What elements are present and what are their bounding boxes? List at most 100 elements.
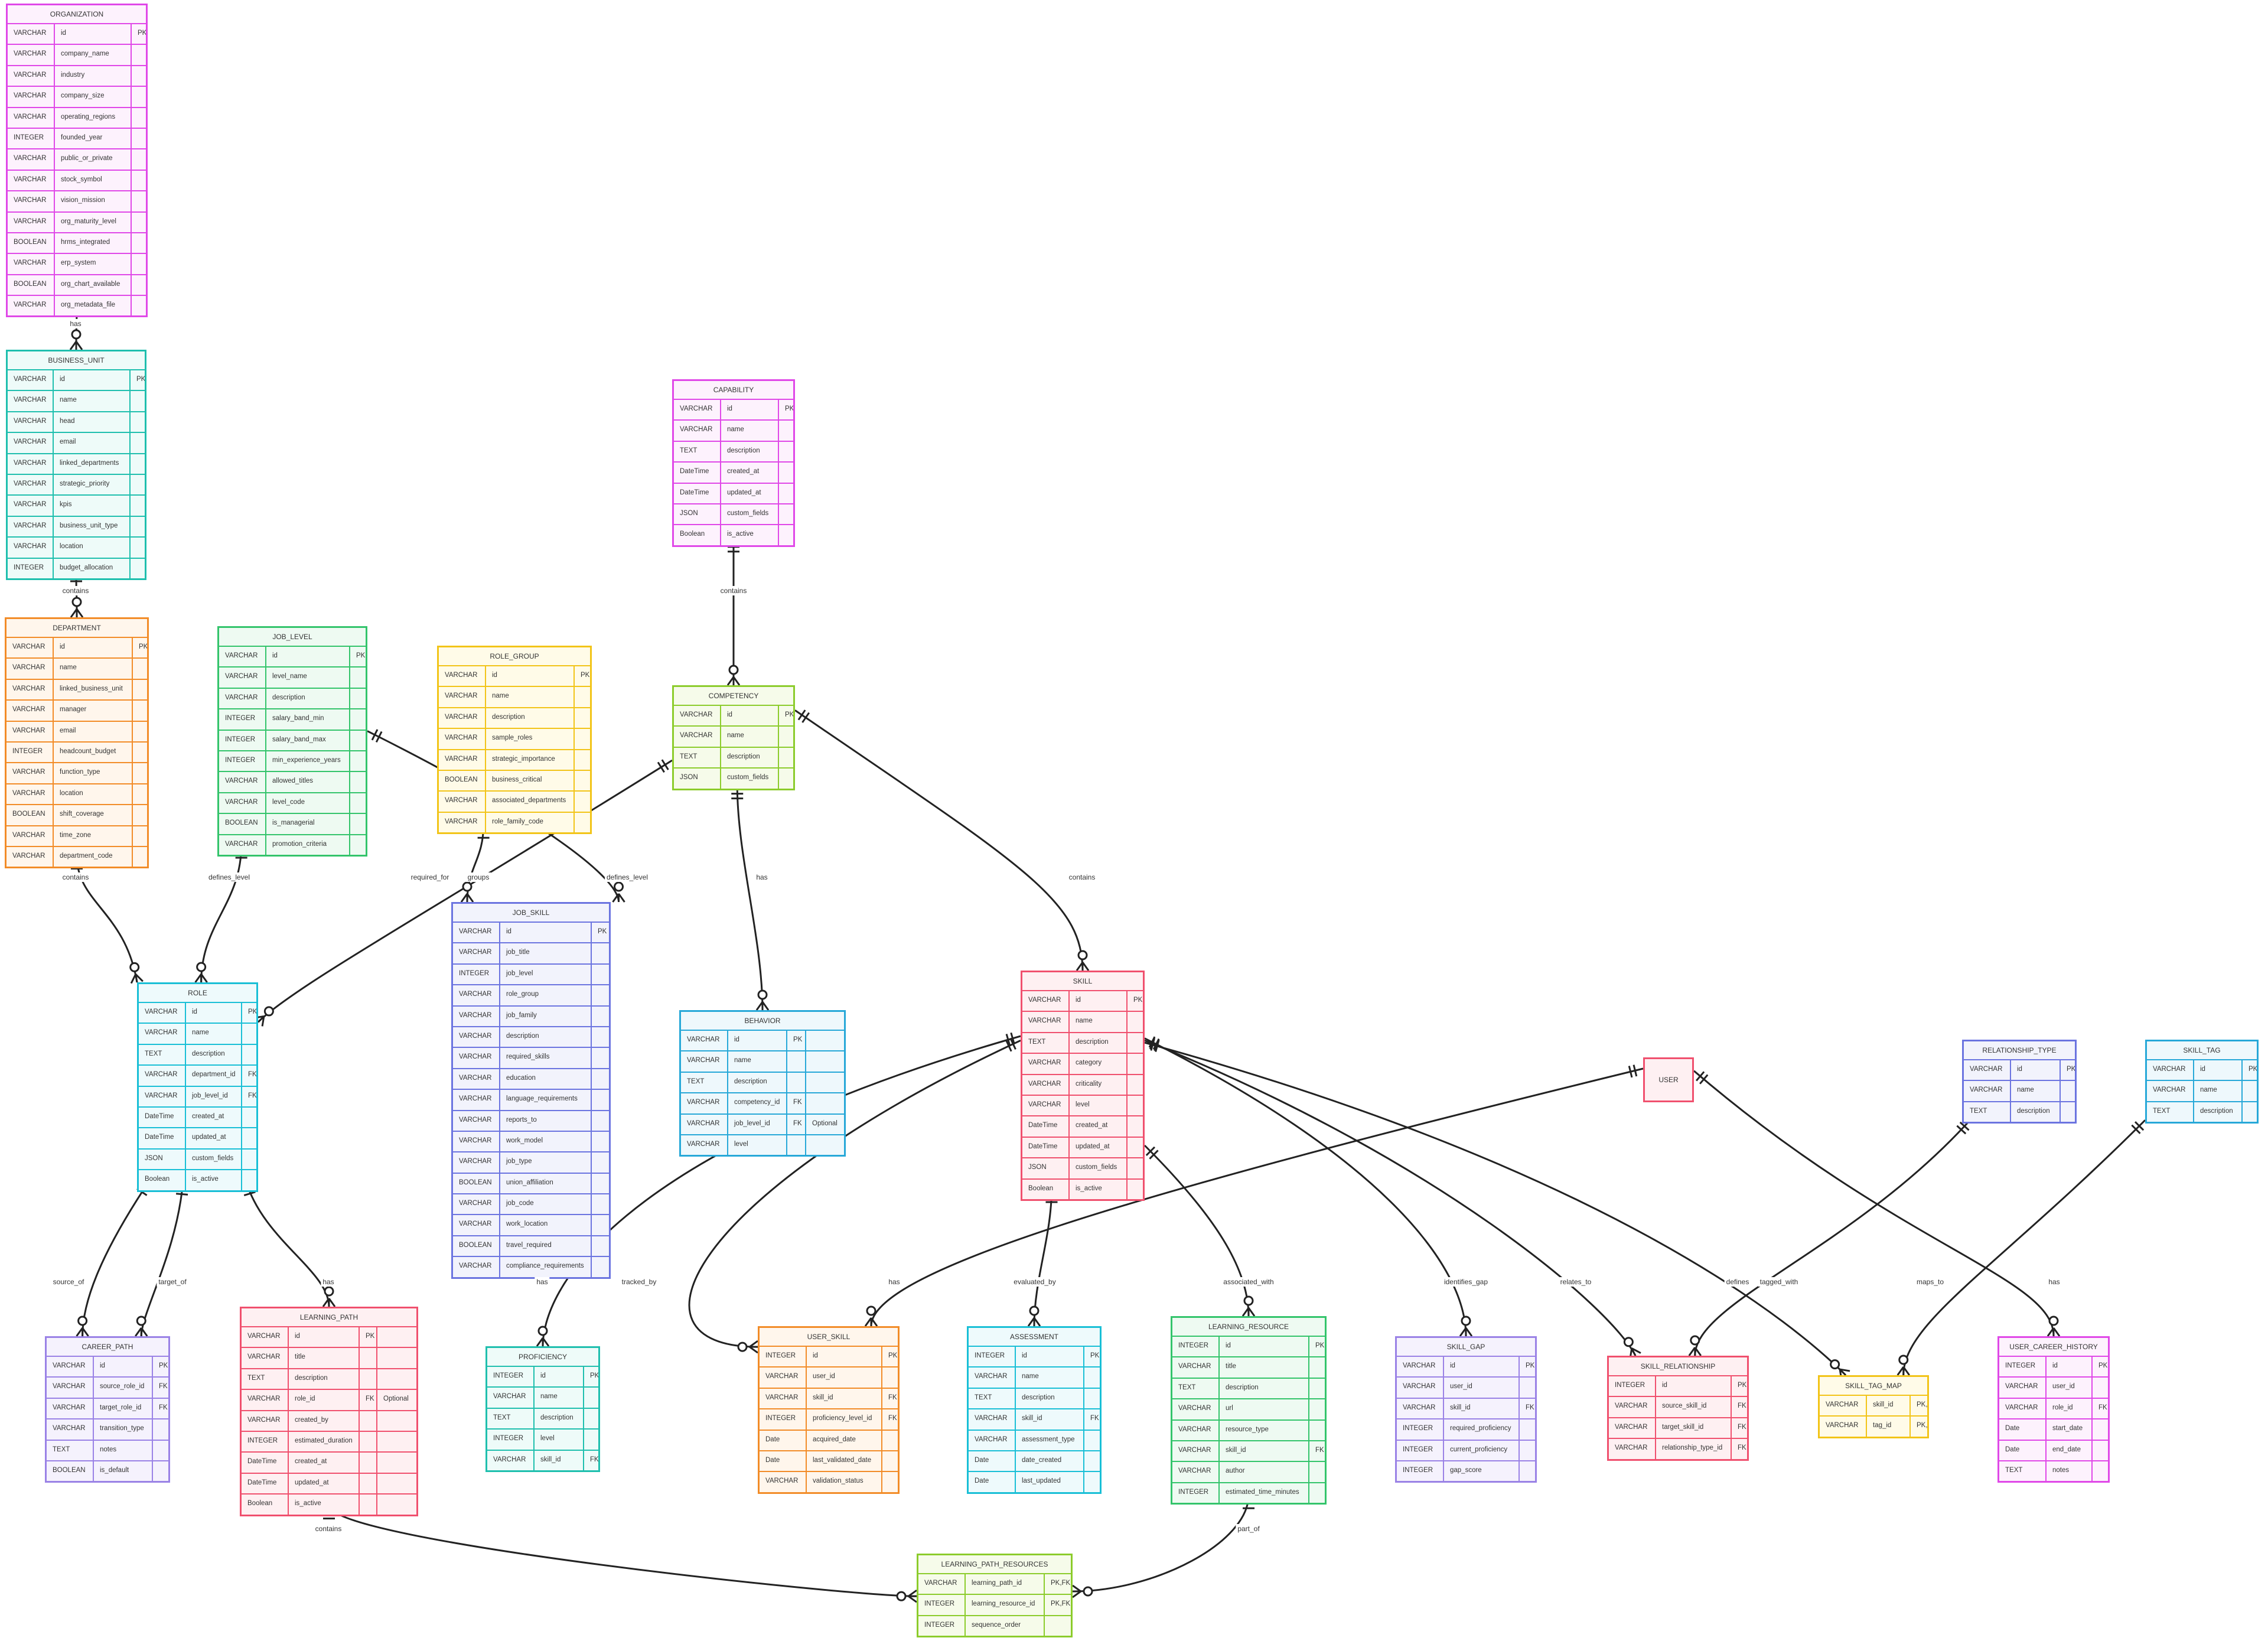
column-key bbox=[1084, 1389, 1100, 1408]
entity-job-level[interactable]: JOB_LEVEL VARCHAR id PK VARCHAR level_name VAR… bbox=[217, 626, 367, 857]
column-name: title bbox=[1220, 1357, 1309, 1378]
entity-role[interactable]: ROLE VARCHAR id PK VARCHAR name TEXT descriptio… bbox=[137, 982, 258, 1192]
entity-row: Boolean is_active bbox=[242, 1493, 416, 1515]
column-key: PK bbox=[136, 376, 145, 383]
column-type: VARCHAR bbox=[6, 846, 54, 867]
column-type: BOOLEAN bbox=[439, 770, 486, 791]
cardinality-many-mark bbox=[135, 1327, 142, 1337]
entity-learning-resource[interactable]: LEARNING_RESOURCE INTEGER id PK VARCHAR title… bbox=[1171, 1316, 1327, 1505]
entity-learning-path[interactable]: LEARNING_PATH VARCHAR id PK VARCHAR title TEXT… bbox=[240, 1307, 418, 1516]
entity-skill-tag[interactable]: SKILL_TAG VARCHAR id PK VARCHAR name TEXT descr… bbox=[2145, 1040, 2259, 1124]
column-type: VARCHAR bbox=[1172, 1441, 1220, 1461]
column-name: gap_score bbox=[1444, 1461, 1520, 1482]
entity-row: VARCHAR job_level_id FK bbox=[139, 1085, 256, 1106]
column-type: TEXT bbox=[674, 747, 721, 768]
column-type: VARCHAR bbox=[8, 296, 55, 316]
column-type: INTEGER bbox=[242, 1431, 289, 1452]
entity-relationship-type[interactable]: RELATIONSHIP_TYPE VARCHAR id PK VARCHAR name T… bbox=[1962, 1040, 2077, 1124]
column-type: INTEGER bbox=[1397, 1461, 1444, 1482]
entity-competency[interactable]: COMPETENCY VARCHAR id PK VARCHAR name TEXT desc… bbox=[672, 685, 795, 790]
relationship-label: contains bbox=[1067, 872, 1097, 882]
cardinality-one-mark bbox=[657, 761, 665, 773]
entity-department[interactable]: DEPARTMENT VARCHAR id PK VARCHAR name VARCHAR l… bbox=[5, 617, 149, 869]
column-name: operating_regions bbox=[55, 108, 132, 128]
column-type: VARCHAR bbox=[1172, 1357, 1220, 1378]
column-type: VARCHAR bbox=[453, 1048, 500, 1068]
entity-business-unit[interactable]: BUSINESS_UNIT VARCHAR id PK VARCHAR name VARCH… bbox=[6, 350, 146, 580]
column-comment bbox=[806, 1135, 844, 1155]
entity-row: VARCHAR manager bbox=[6, 699, 147, 721]
column-key: FK bbox=[248, 1071, 256, 1079]
entity-proficiency[interactable]: PROFICIENCY INTEGER id PK VARCHAR name TEXT des… bbox=[485, 1346, 600, 1472]
entity-row: VARCHAR id PK bbox=[242, 1326, 416, 1347]
entity-career-path[interactable]: CAREER_PATH VARCHAR id PK VARCHAR source_role… bbox=[45, 1336, 170, 1483]
column-type: VARCHAR bbox=[219, 668, 266, 688]
entity-title: JOB_SKILL bbox=[512, 909, 550, 917]
cardinality-many-mark bbox=[536, 1337, 544, 1347]
entity-skill-relationship[interactable]: SKILL_RELATIONSHIP INTEGER id PK VARCHAR sour… bbox=[1607, 1356, 1749, 1461]
column-name: is_active bbox=[721, 525, 779, 545]
entity-capability[interactable]: CAPABILITY VARCHAR id PK VARCHAR name TEXT desc… bbox=[672, 379, 795, 547]
column-name: id bbox=[1656, 1376, 1732, 1396]
entity-row: Boolean is_active bbox=[139, 1169, 256, 1190]
column-type: VARCHAR bbox=[219, 688, 266, 709]
entity-learning-path-resources[interactable]: LEARNING_PATH_RESOURCES VARCHAR learning_p… bbox=[917, 1554, 1073, 1638]
relationship-label: contains bbox=[60, 586, 91, 595]
entity-skill-gap[interactable]: SKILL_GAP VARCHAR id PK VARCHAR user_id VARCHA… bbox=[1395, 1336, 1537, 1483]
column-name: erp_system bbox=[55, 254, 132, 274]
entity-job-skill[interactable]: JOB_SKILL VARCHAR id PK VARCHAR job_title INTE… bbox=[451, 902, 611, 1279]
entity-skill-tag-map[interactable]: SKILL_TAG_MAPVARCHARskill_idPK,FKVARCHAR… bbox=[1818, 1375, 1929, 1438]
column-type: Boolean bbox=[1022, 1179, 1070, 1199]
column-comment bbox=[806, 1051, 844, 1071]
entity-user-skill[interactable]: USER_SKILL INTEGER id PK VARCHAR user_id VARCH… bbox=[758, 1326, 900, 1494]
entity-row: VARCHAR id PK bbox=[6, 637, 147, 658]
entity-row: INTEGER proficiency_level_id FK bbox=[760, 1408, 898, 1430]
column-key bbox=[1309, 1379, 1325, 1398]
relationship-capability-competency bbox=[726, 538, 741, 686]
entity-organization[interactable]: ORGANIZATION VARCHAR id PK VARCHAR company_na… bbox=[6, 4, 148, 318]
entity-row: VARCHAR associated_departments bbox=[439, 790, 590, 812]
column-name: name bbox=[1016, 1368, 1084, 1388]
cardinality-zero-mark bbox=[728, 665, 739, 675]
column-key bbox=[1128, 1180, 1143, 1199]
column-type: VARCHAR bbox=[8, 66, 55, 86]
entity-title: RELATIONSHIP_TYPE bbox=[1982, 1046, 2057, 1054]
entity-behavior[interactable]: BEHAVIOR VARCHAR id PK VARCHAR name TEXT descri… bbox=[679, 1010, 846, 1157]
column-key bbox=[131, 391, 145, 411]
column-type: VARCHAR bbox=[969, 1409, 1016, 1430]
column-key: PK bbox=[590, 1372, 598, 1379]
entity-row: VARCHAR location bbox=[8, 536, 145, 558]
entity-assessment[interactable]: ASSESSMENT INTEGER id PK VARCHAR name TEXT desc… bbox=[967, 1326, 1102, 1494]
column-type: INTEGER bbox=[760, 1347, 807, 1367]
relationship-label: evaluated_by bbox=[1012, 1277, 1058, 1287]
column-type: VARCHAR bbox=[1609, 1397, 1656, 1417]
entity-row: VARCHAR role_family_code bbox=[439, 811, 590, 833]
column-key bbox=[592, 1007, 609, 1026]
column-type: VARCHAR bbox=[453, 985, 500, 1005]
relationship-role-career-path bbox=[76, 1180, 150, 1337]
column-name: created_by bbox=[289, 1411, 360, 1431]
relationship-line bbox=[367, 730, 620, 903]
cardinality-one-mark bbox=[1155, 1040, 1160, 1052]
entity-row: VARCHAR id PK bbox=[8, 369, 145, 390]
column-name: stock_symbol bbox=[55, 170, 132, 191]
column-type: INTEGER bbox=[6, 742, 54, 763]
entity-title: LEARNING_RESOURCE bbox=[1208, 1323, 1289, 1331]
entity-user[interactable]: USER bbox=[1643, 1057, 1694, 1102]
entity-user-career-history[interactable]: USER_CAREER_HISTORY INTEGER id PK VARCHAR use… bbox=[1997, 1336, 2110, 1483]
column-key: PK bbox=[888, 1352, 898, 1359]
column-name: custom_fields bbox=[721, 504, 779, 525]
column-key bbox=[133, 722, 147, 741]
column-type: VARCHAR bbox=[8, 212, 55, 232]
column-key: PK,FK bbox=[1917, 1401, 1927, 1408]
cardinality-many-mark bbox=[542, 1337, 550, 1347]
column-key bbox=[1128, 1116, 1143, 1136]
entity-role-group[interactable]: ROLE_GROUP VARCHAR id PK VARCHAR name VARCHAR d… bbox=[437, 646, 592, 835]
column-key: FK bbox=[2098, 1404, 2107, 1411]
column-key bbox=[360, 1348, 377, 1368]
column-name: headcount_budget bbox=[54, 742, 133, 763]
cardinality-many-mark bbox=[70, 608, 78, 618]
entity-skill[interactable]: SKILL VARCHAR id PK VARCHAR name TEXT descripti… bbox=[1021, 971, 1145, 1201]
column-name: level bbox=[535, 1430, 584, 1450]
cardinality-one-mark bbox=[1628, 1066, 1633, 1078]
